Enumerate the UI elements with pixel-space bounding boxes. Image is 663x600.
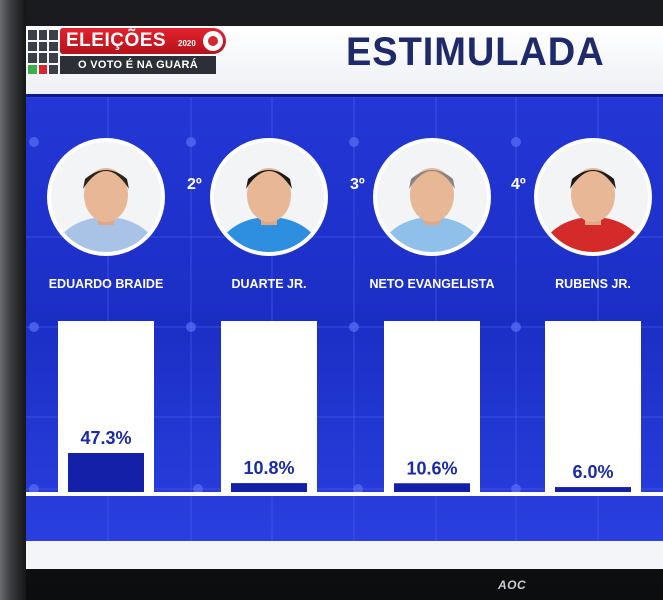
brand-year: 2020 <box>178 39 196 48</box>
candidate-photo <box>377 142 487 252</box>
bar-value <box>68 453 144 492</box>
candidate-photo <box>51 142 161 252</box>
candidate-name: RUBENS JR. <box>555 277 631 291</box>
bar-value <box>231 483 307 492</box>
candidate-name: NETO EVANGELISTA <box>369 277 494 291</box>
bg-grid-node <box>511 322 521 332</box>
candidate-rank: 4º <box>511 176 526 193</box>
bg-grid-node <box>186 137 196 147</box>
tagline: O VOTO É NA GUARÁ <box>60 56 216 74</box>
poll-chart: EDUARDO BRAIDE 47.3% 2º DUARTE JR. 10.8% 3º NE… <box>26 97 663 541</box>
bar-value <box>555 487 631 492</box>
bar-track <box>384 321 480 492</box>
candidate-name: EDUARDO BRAIDE <box>49 277 164 291</box>
broadcast-header: ELEIÇÕES 2020 O VOTO É NA GUARÁ ESTIMULA… <box>26 26 663 94</box>
bg-grid-node <box>349 137 359 147</box>
brand-title: ELEIÇÕES <box>66 30 167 51</box>
bg-grid-node <box>193 484 203 494</box>
footer-band <box>26 541 663 569</box>
bar-track <box>545 321 641 492</box>
brand-dot-icon <box>203 31 223 51</box>
candidate-photo <box>538 142 648 252</box>
header-divider <box>26 94 663 97</box>
election-logo-icon <box>28 30 58 74</box>
bg-grid-node <box>186 322 196 332</box>
candidate-name: DUARTE JR. <box>231 277 306 291</box>
data-label: 47.3% <box>80 428 131 448</box>
bg-grid-node <box>353 484 363 494</box>
bar-track <box>221 321 317 492</box>
bg-grid-node <box>29 322 39 332</box>
candidate-rank: 3º <box>350 176 365 193</box>
bg-grid-node <box>29 137 39 147</box>
chart-baseline <box>26 492 663 496</box>
tv-screen: EDUARDO BRAIDE 47.3% 2º DUARTE JR. 10.8% 3º NE… <box>26 26 663 569</box>
bg-grid-node <box>511 484 521 494</box>
bg-grid-node <box>29 484 39 494</box>
bar-value <box>394 483 470 492</box>
headline: ESTIMULADA <box>346 30 605 74</box>
bg-grid-node <box>511 137 521 147</box>
monitor-edge <box>0 0 26 600</box>
candidate-photo <box>214 142 324 252</box>
candidate-rank: 2º <box>187 176 202 193</box>
monitor-brand-logo: AOC <box>498 578 527 592</box>
data-label: 10.6% <box>406 458 457 478</box>
data-label: 10.8% <box>243 458 294 478</box>
election-brand-badge: ELEIÇÕES 2020 <box>60 28 226 54</box>
bg-grid-node <box>349 322 359 332</box>
data-label: 6.0% <box>572 462 613 482</box>
